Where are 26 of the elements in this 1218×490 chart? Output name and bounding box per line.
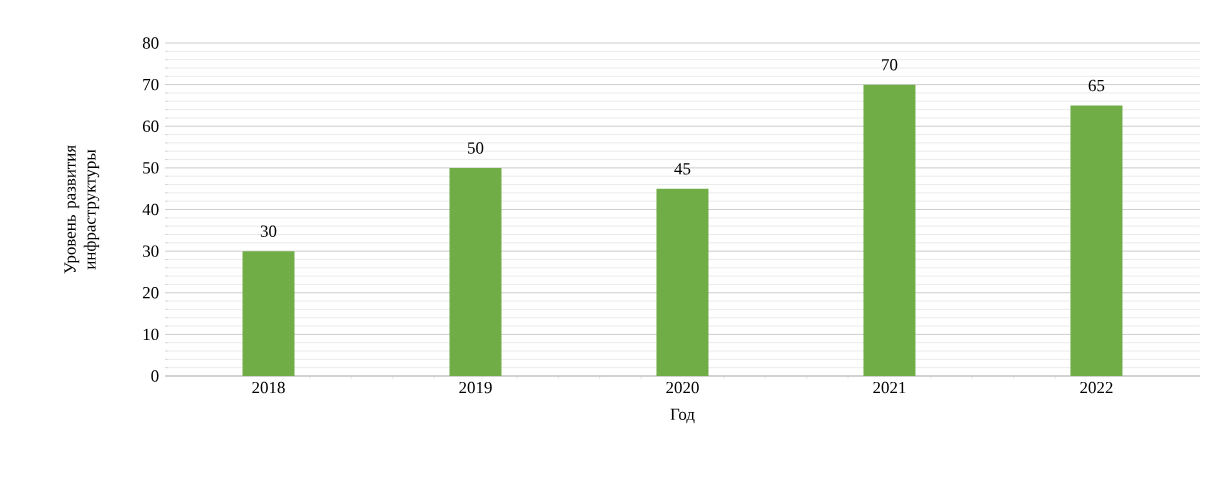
y-tick-label: 50 xyxy=(143,162,159,174)
data-label: 45 xyxy=(674,163,691,175)
data-label: 30 xyxy=(260,225,277,237)
y-tick-label: 80 xyxy=(142,37,159,49)
y-tick-label: 20 xyxy=(142,287,159,299)
data-label: 65 xyxy=(1088,79,1105,92)
data-label: 70 xyxy=(882,59,898,71)
x-tick-label: 2022 xyxy=(1080,381,1113,394)
bar xyxy=(656,188,709,376)
y-tick-label: 60 xyxy=(142,120,159,132)
bar xyxy=(242,251,295,376)
y-axis-title: Уровень развития инфраструктуры xyxy=(64,145,100,274)
x-axis-title: Год xyxy=(670,408,695,424)
y-tick-label: 40 xyxy=(142,203,159,216)
y-tick-label: 10 xyxy=(143,328,159,341)
data-label: 50 xyxy=(468,142,484,154)
x-tick-label: 2018 xyxy=(252,381,285,394)
y-tick-label: 70 xyxy=(143,78,159,91)
y-tick-label: 0 xyxy=(151,370,159,382)
bar xyxy=(449,167,502,376)
x-tick-label: 2021 xyxy=(873,381,906,394)
bar xyxy=(1070,105,1123,376)
x-tick-label: 2019 xyxy=(459,381,492,394)
y-tick-label: 30 xyxy=(143,245,159,257)
bar xyxy=(863,84,916,376)
x-tick-label: 2020 xyxy=(666,381,699,394)
